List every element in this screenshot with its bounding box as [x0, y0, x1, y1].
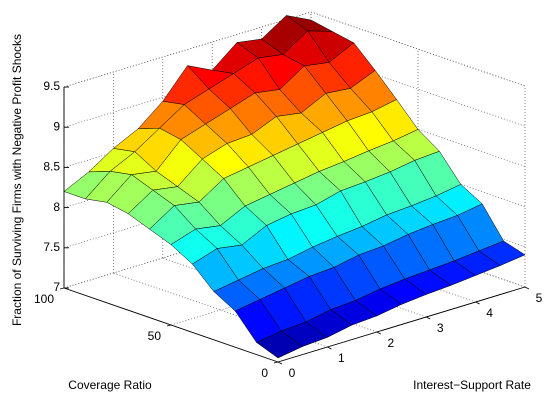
z-tick-label: 8.5: [43, 160, 60, 174]
x-tick-label: 0: [289, 366, 296, 380]
x-tick-label: 1: [338, 351, 345, 365]
surface-face: [256, 330, 303, 359]
x-tick-label: 5: [536, 291, 543, 305]
z-tick-label: 8: [53, 200, 60, 214]
z-axis-label: Fraction of Surviving Firms with Negativ…: [10, 34, 24, 326]
x-axis-label: Interest−Support Rate: [413, 378, 531, 392]
y-tick-label: 50: [148, 329, 162, 343]
tick-mark: [59, 287, 65, 290]
y-axis-label: Coverage Ratio: [68, 378, 152, 392]
y-tick-label: 0: [261, 366, 268, 380]
y-axis: [63, 287, 279, 363]
x-tick-label: 3: [437, 321, 444, 335]
x-tick-label: 2: [387, 336, 394, 350]
z-tick-label: 7: [53, 280, 60, 294]
z-tick-label: 7.5: [43, 240, 60, 254]
tick-mark: [327, 346, 332, 350]
y-tick-label: 100: [34, 292, 54, 306]
tick-mark: [475, 301, 480, 305]
z-tick-label: 9: [53, 119, 60, 133]
z-tick-label: 9.5: [43, 79, 60, 93]
tick-mark: [425, 316, 431, 320]
x-axis: [277, 286, 526, 363]
x-tick-label: 4: [486, 306, 493, 320]
tick-mark: [524, 286, 530, 290]
tick-mark: [376, 331, 382, 335]
grid-line: [63, 11, 312, 88]
tick-mark: [277, 361, 283, 365]
